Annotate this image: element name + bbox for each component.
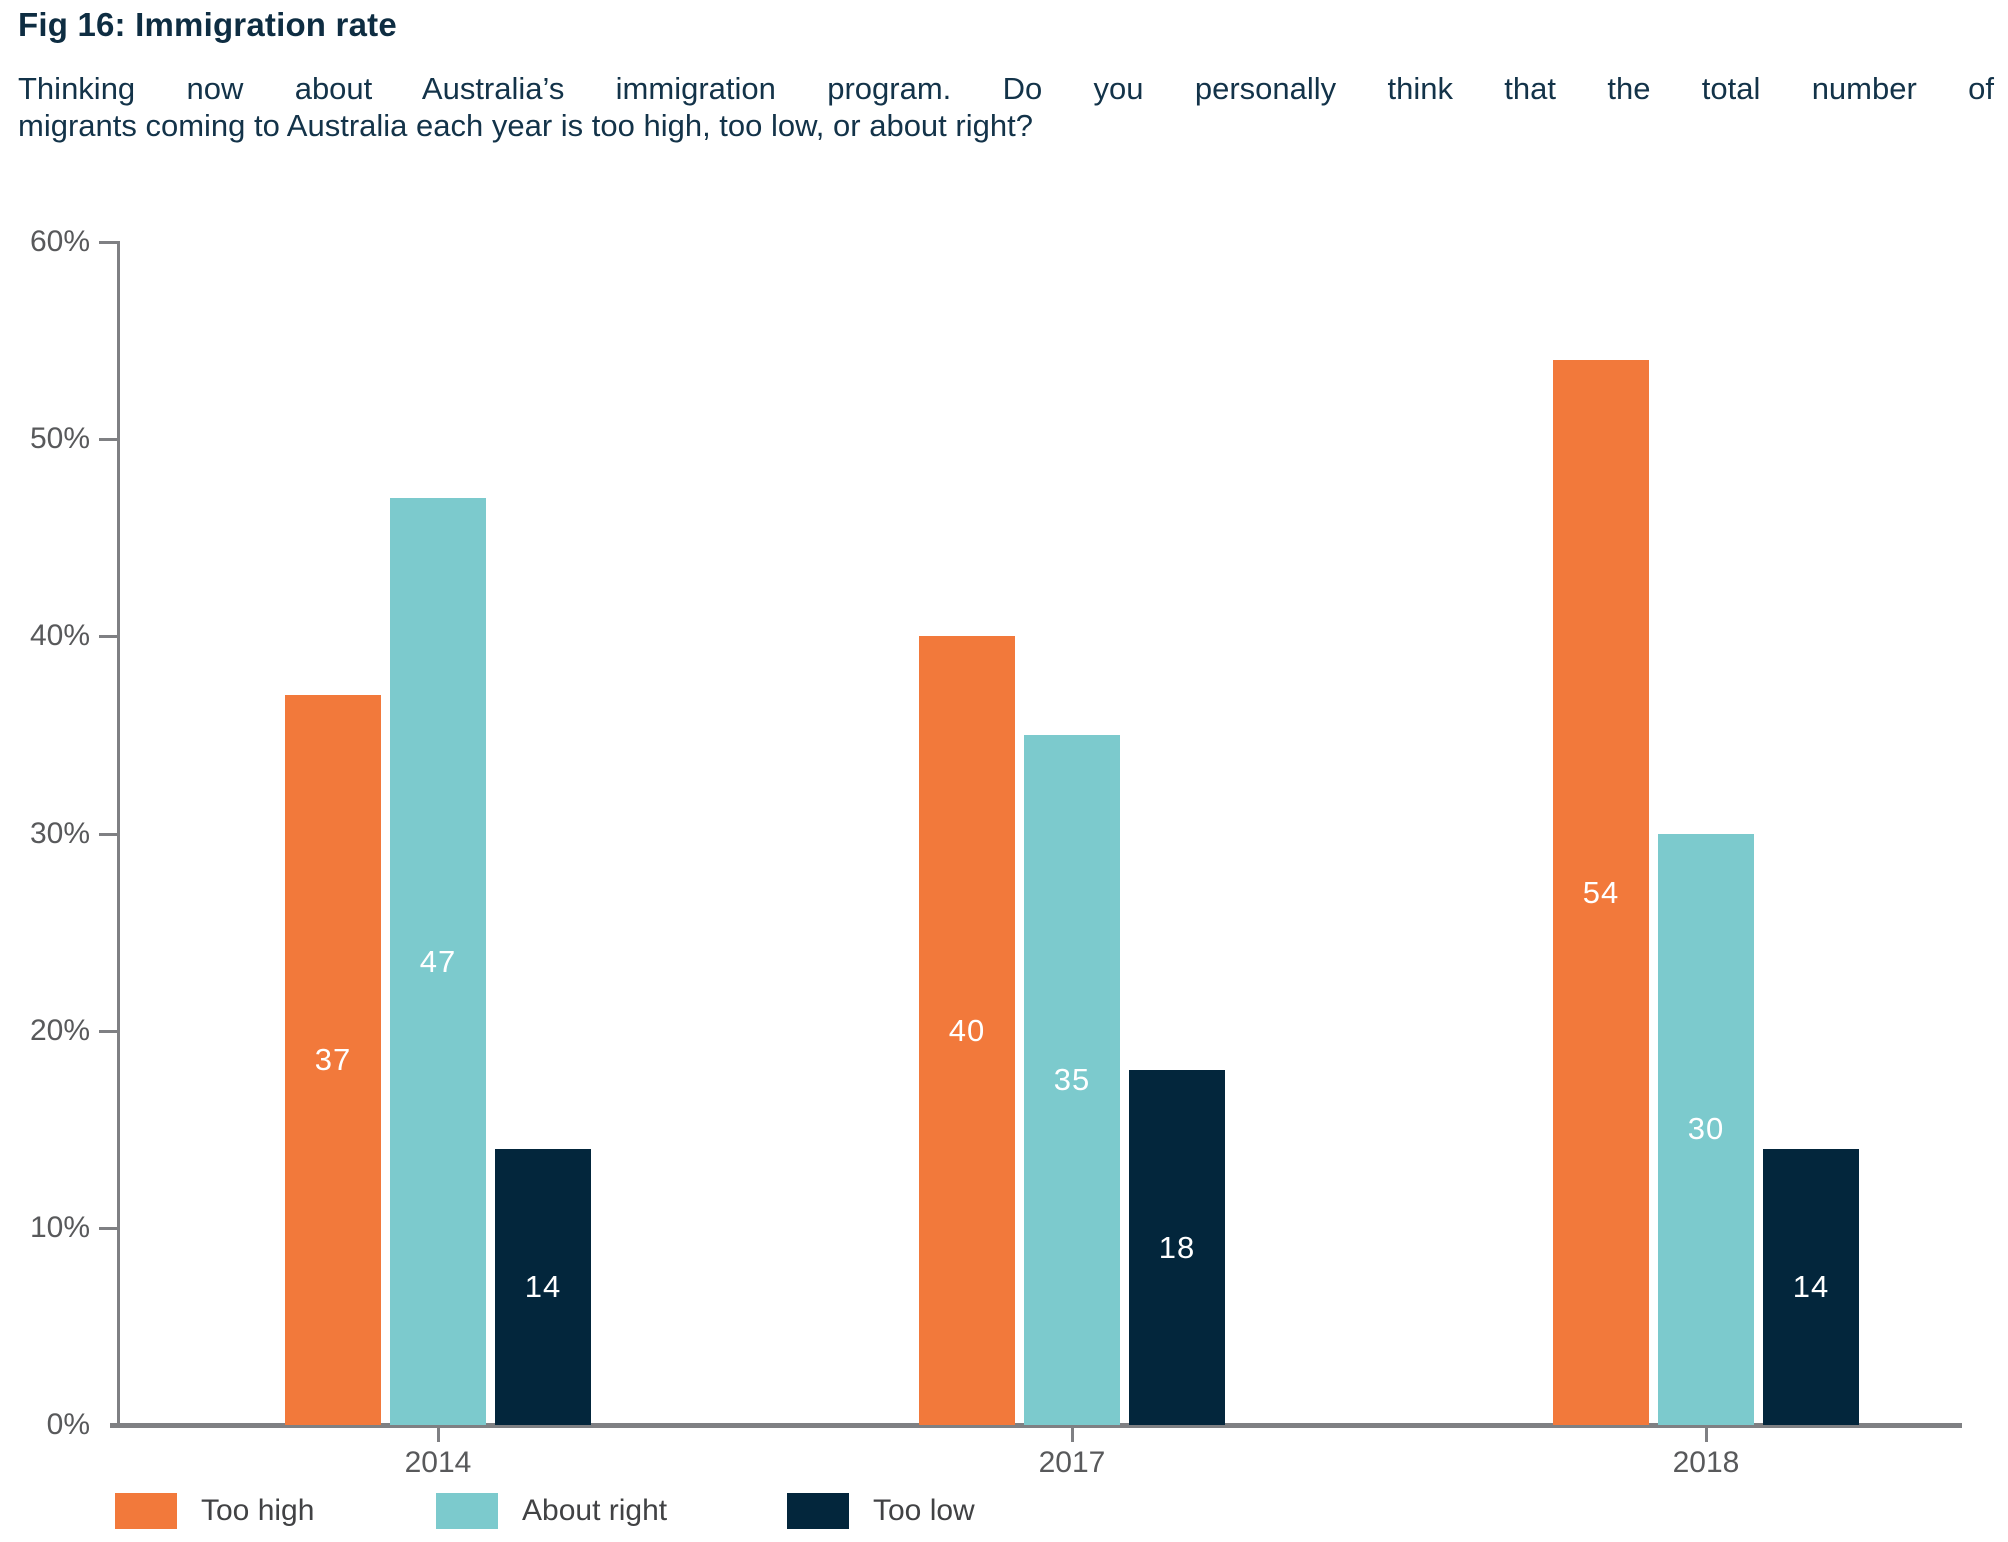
x-axis-label-2014: 2014 [404,1446,472,1479]
x-axis-tick [437,1428,440,1442]
bar-2014-too-high: 37 [285,695,381,1425]
bar-value-label: 18 [1158,1229,1196,1265]
bar-value-label: 35 [1053,1061,1091,1097]
y-axis-label: 40% [29,619,90,653]
legend-swatch-too-high [115,1493,177,1529]
bar-value-label: 54 [1582,874,1620,910]
legend-item-about-right: About right [436,1492,756,1530]
subtitle-line-1: Thinking now about Australia’s immigrati… [18,71,1994,106]
x-axis-line [110,1423,1962,1428]
y-axis-tick [99,635,118,639]
y-axis-label: 0% [46,1408,90,1441]
bar-2018-too-low: 14 [1763,1148,1859,1425]
y-axis-tick [99,1029,118,1033]
x-axis-label-2017: 2017 [1038,1446,1106,1479]
legend-item-too-high: Too high [115,1492,435,1530]
y-axis-tick [99,438,118,442]
figure-title: Fig 16: Immigration rate [18,6,397,43]
legend-label: About right [522,1494,668,1527]
legend-item-too-low: Too low [787,1492,1107,1530]
y-axis-label: 30% [29,816,90,850]
y-axis-tick [99,832,118,836]
y-axis-line [117,241,120,1428]
legend-swatch-too-low [787,1493,849,1529]
legend-label: Too low [873,1494,975,1527]
bar-2014-about-right: 47 [390,498,486,1425]
y-axis-label: 20% [29,1013,90,1047]
y-axis-tick [99,1226,118,1230]
bar-value-label: 37 [314,1042,352,1078]
bar-2017-too-low: 18 [1129,1070,1225,1425]
bar-2018-too-high: 54 [1553,360,1649,1425]
y-axis-label: 60% [29,225,90,258]
x-axis-tick [1705,1428,1708,1442]
bar-value-label: 14 [524,1268,562,1304]
bar-value-label: 30 [1687,1111,1725,1147]
bar-2017-too-high: 40 [919,636,1015,1425]
bar-2018-about-right: 30 [1658,833,1754,1425]
bar-value-label: 47 [419,943,457,979]
bar-value-label: 40 [948,1012,986,1048]
figure-subtitle: Thinking now about Australia’s immigrati… [18,70,1994,144]
bar-2017-about-right: 35 [1024,734,1120,1425]
legend-label: Too high [201,1494,315,1527]
y-axis-label: 50% [29,422,90,456]
x-axis-label-2018: 2018 [1672,1446,1740,1479]
subtitle-line-2: migrants coming to Australia each year i… [18,108,1033,143]
legend-swatch-about-right [436,1493,498,1529]
bar-2014-too-low: 14 [495,1148,591,1425]
bar-value-label: 14 [1792,1268,1830,1304]
y-axis-tick [99,241,118,244]
y-axis-label: 10% [29,1210,90,1244]
x-axis-tick [1071,1428,1074,1442]
